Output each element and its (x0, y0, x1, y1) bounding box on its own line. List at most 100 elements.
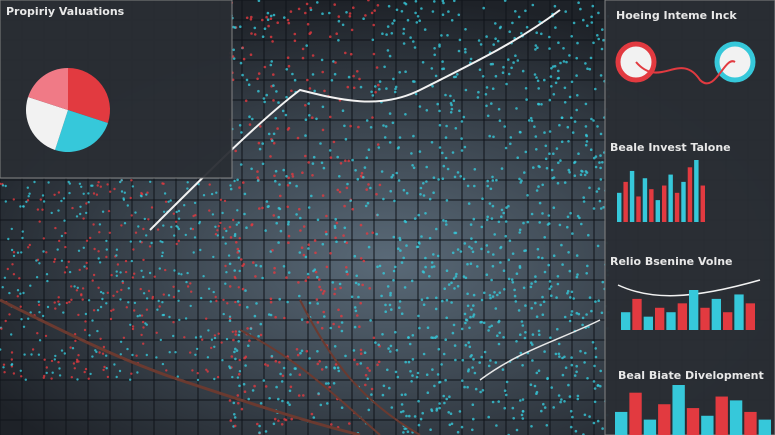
map-point (160, 254, 164, 258)
map-point (105, 367, 108, 370)
map-point (579, 7, 582, 11)
map-point (308, 32, 312, 35)
map-point (113, 187, 116, 191)
map-point (3, 371, 6, 374)
map-point (177, 299, 180, 302)
map-point (316, 218, 320, 222)
map-point (498, 291, 502, 295)
map-point (274, 116, 278, 120)
map-point (536, 79, 540, 83)
map-point (335, 32, 339, 35)
map-point (298, 207, 301, 211)
map-point (299, 351, 302, 355)
map-point (234, 333, 237, 336)
map-point (576, 94, 579, 97)
map-point (237, 333, 241, 337)
map-point (558, 123, 561, 127)
map-point (38, 339, 42, 342)
map-point (486, 179, 490, 183)
map-point (268, 397, 271, 400)
map-point (460, 137, 463, 140)
map-point (434, 307, 438, 311)
map-point (519, 399, 522, 402)
map-point (193, 236, 197, 239)
map-point (557, 41, 560, 44)
map-point (142, 342, 145, 345)
map-point (140, 314, 144, 317)
map-point (223, 199, 227, 203)
map-point (487, 329, 490, 332)
map-point (387, 4, 391, 8)
map-point (494, 37, 497, 40)
map-point (457, 49, 461, 53)
map-point (285, 276, 288, 279)
map-point (82, 192, 85, 195)
map-point (135, 354, 138, 357)
bar (617, 192, 622, 222)
map-point (85, 267, 89, 270)
map-point (212, 255, 215, 259)
map-point (452, 99, 456, 102)
map-point (45, 371, 48, 375)
map-point (192, 251, 195, 254)
map-point (158, 267, 161, 270)
map-point (257, 141, 261, 145)
map-point (352, 6, 355, 9)
map-point (406, 18, 410, 22)
map-point (219, 221, 222, 225)
map-point (60, 349, 64, 352)
map-point (560, 243, 563, 247)
pie-slice (26, 97, 69, 150)
map-point (134, 231, 138, 234)
map-point (310, 194, 313, 198)
map-point (308, 87, 312, 90)
map-point (22, 325, 26, 328)
map-point (513, 294, 517, 298)
bar (662, 185, 667, 222)
map-point (546, 377, 549, 381)
map-point (478, 68, 482, 71)
map-point (237, 221, 240, 224)
map-point (248, 339, 251, 343)
map-point (71, 206, 74, 210)
map-point (436, 373, 440, 376)
highway (479, 319, 601, 381)
map-point (390, 406, 394, 409)
map-point (264, 363, 267, 366)
map-point (306, 22, 310, 26)
map-point (518, 264, 522, 268)
map-point (121, 281, 125, 285)
map-point (472, 217, 476, 221)
map-point (332, 382, 336, 385)
map-point (96, 329, 99, 333)
map-point (313, 239, 317, 242)
map-point (385, 87, 388, 90)
map-point (257, 72, 261, 75)
map-point (43, 374, 46, 378)
map-point (356, 362, 359, 366)
map-point (454, 127, 458, 130)
map-point (321, 194, 325, 197)
map-point (445, 199, 449, 202)
map-point (479, 321, 482, 324)
map-point (156, 228, 160, 231)
map-point (403, 286, 407, 289)
map-point (333, 287, 337, 291)
map-point (321, 70, 325, 74)
map-point (353, 254, 357, 258)
map-point (0, 327, 3, 330)
map-point (398, 136, 402, 139)
map-point (238, 237, 241, 240)
map-point (410, 152, 413, 155)
bar (701, 415, 714, 435)
map-point (125, 306, 128, 309)
map-point (197, 183, 200, 186)
map-point (252, 261, 255, 264)
map-point (460, 327, 464, 331)
map-point (96, 309, 100, 312)
map-point (540, 103, 543, 106)
map-point (463, 385, 466, 389)
map-point (450, 19, 454, 22)
map-point (599, 74, 603, 77)
map-point (315, 117, 318, 121)
